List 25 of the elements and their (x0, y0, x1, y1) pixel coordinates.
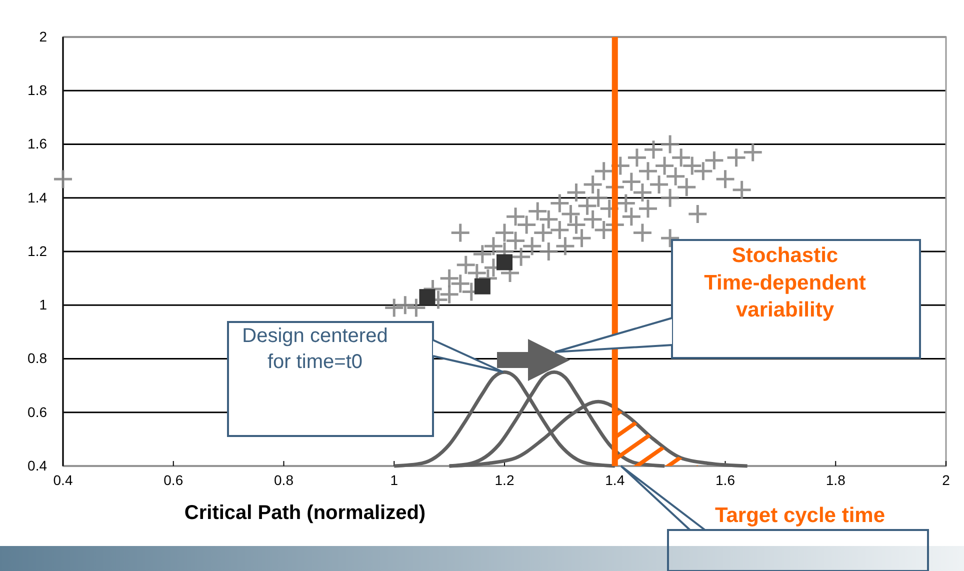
y-tick-label: 1 (39, 296, 48, 313)
x-tick-label: 1.4 (605, 472, 625, 488)
y-tick-label: 0.6 (28, 404, 48, 420)
y-tick-label: 1.6 (28, 136, 48, 152)
point (419, 289, 436, 306)
x-tick-label: 1.2 (494, 472, 514, 488)
y-tick-label: 1.8 (28, 82, 48, 98)
x-tick-label: 1.8 (826, 472, 846, 488)
point (496, 254, 512, 270)
annotation: Stochastic Time-dependent variability (704, 244, 866, 322)
annotation: Design centered for time=t0 (242, 325, 388, 373)
point (474, 278, 490, 294)
text: Target cycle time (714, 504, 886, 527)
y-tick-label: 0.4 (28, 457, 48, 474)
y-tick-label: 0.8 (28, 350, 48, 366)
x-tick-label: 0.6 (164, 472, 184, 488)
y-tick-label: 2 (39, 28, 48, 44)
x-tick-label: 0.4 (53, 472, 73, 488)
x-tick-label: 0.8 (274, 472, 294, 488)
y-tick-label: 1.4 (28, 189, 48, 206)
y-tick-label: 1.2 (28, 242, 48, 259)
x-axis-title: Critical Path (normalized) (184, 502, 426, 524)
x-tick-label: 1.6 (716, 472, 736, 488)
x-tick-label: 2 (942, 472, 950, 488)
x-tick-label: 1 (390, 472, 398, 488)
